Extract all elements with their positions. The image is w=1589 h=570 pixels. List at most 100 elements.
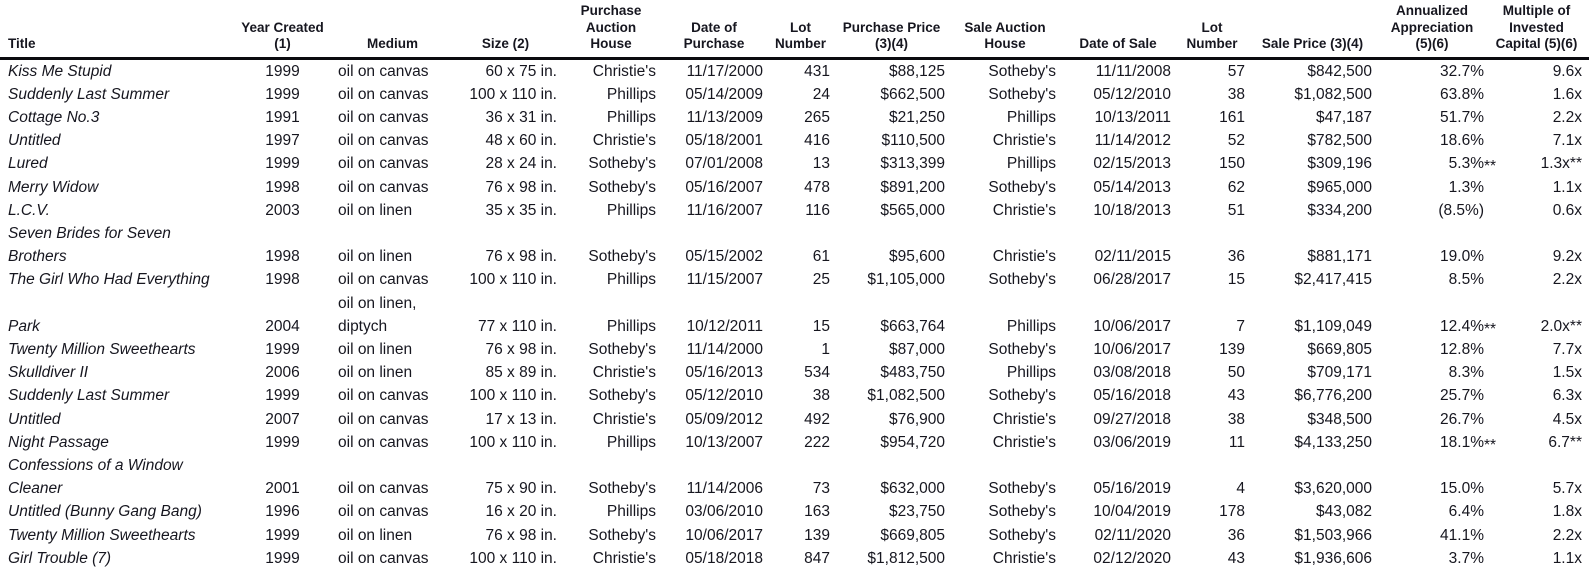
cell-purchase-lot: 1 — [821, 340, 830, 358]
cell-size: 100 x 110 in. — [469, 433, 557, 451]
cell-purchase-lot: 534 — [804, 364, 830, 382]
cell-year: 2003 — [265, 201, 300, 219]
cell-sale-lot: 139 — [1219, 340, 1245, 358]
cell-purchase-lot: 431 — [804, 62, 830, 80]
cell-size: 85 x 89 in. — [485, 364, 557, 382]
cell-purchase-date: 11/16/2007 — [686, 201, 763, 219]
cell-size: 28 x 24 in. — [485, 155, 557, 173]
cell-sale-house: Christie's — [992, 201, 1056, 219]
table-row: Night Passage 1999 oil on canvas 100 x 110 … — [0, 431, 1589, 454]
cell-multiple: 5.7x — [1552, 480, 1582, 498]
cell-title: Suddenly Last Summer — [8, 387, 170, 405]
cell-purchase-house: Phillips — [606, 201, 656, 219]
cell-medium: oil on canvas — [338, 387, 429, 405]
cell-purchase-date: 05/18/2018 — [685, 549, 763, 567]
cell-sale-lot: 38 — [1227, 85, 1245, 103]
cell-sale-house: Phillips — [1006, 108, 1056, 126]
cell-sale-date: 03/06/2019 — [1093, 433, 1171, 451]
cell-purchase-house: Christie's — [592, 549, 656, 567]
cell-sale-date: 05/14/2013 — [1093, 178, 1171, 196]
cell-purchase-date: 05/18/2001 — [685, 132, 763, 150]
cell-sale-price: $348,500 — [1307, 410, 1372, 428]
cell-purchase-date: 07/01/2008 — [685, 155, 763, 173]
cell-sale-lot: 62 — [1227, 178, 1245, 196]
cell-sale-price: $842,500 — [1307, 62, 1372, 80]
cell-purchase-date: 05/16/2007 — [685, 178, 763, 196]
cell-purchase-date: 11/14/2000 — [686, 340, 763, 358]
cell-size: 100 x 110 in. — [469, 85, 557, 103]
cell-appreciation: 12.4% ** — [1376, 292, 1496, 338]
cell-sale-lot: 38 — [1227, 410, 1245, 428]
cell-year: 1999 — [265, 340, 300, 358]
cell-purchase-price: $954,720 — [880, 433, 945, 451]
cell-size: 100 x 110 in. — [469, 549, 557, 567]
cell-purchase-price: $21,250 — [888, 108, 945, 126]
cell-medium: oil on canvas — [338, 433, 429, 451]
cell-year: 1999 — [265, 85, 300, 103]
cell-sale-house: Sotheby's — [988, 178, 1056, 196]
table-row: Lured 1999 oil on canvas 28 x 24 in. Sotheby… — [0, 152, 1589, 175]
cell-title: Merry Widow — [8, 178, 99, 196]
table-row: Suddenly Last Summer 1999 oil on canvas 100… — [0, 83, 1589, 106]
table-row: The Girl Who Had Everything 1998 oil on ca… — [0, 268, 1589, 291]
cell-size: 76 x 98 in. — [485, 340, 557, 358]
cell-year: 1999 — [265, 549, 300, 567]
cell-medium: oil on canvas — [338, 549, 429, 567]
cell-title: Park — [8, 317, 40, 335]
cell-year: 1999 — [265, 62, 300, 80]
cell-purchase-date: 10/06/2017 — [685, 526, 763, 544]
cell-medium: oil on canvas — [338, 410, 429, 428]
cell-size: 16 x 20 in. — [485, 503, 557, 521]
cell-purchase-house: Sotheby's — [588, 340, 656, 358]
col-header-sale-price: Sale Price (3)(4) — [1249, 0, 1376, 60]
cell-purchase-lot: 25 — [812, 271, 830, 289]
cell-sale-house: Phillips — [1006, 155, 1056, 173]
cell-medium: oil on canvas — [338, 155, 429, 173]
col-header-date-of-purchase: Date of Purchase — [661, 0, 767, 60]
cell-purchase-price: $88,125 — [888, 62, 945, 80]
cell-multiple: 2.0x** — [1540, 317, 1582, 335]
cell-sale-date: 05/16/2019 — [1093, 480, 1171, 498]
cell-sale-date: 11/11/2008 — [1095, 62, 1171, 80]
cell-sale-house: Sotheby's — [988, 526, 1056, 544]
cell-sale-house: Christie's — [992, 132, 1056, 150]
cell-sale-lot: 7 — [1236, 317, 1245, 335]
cell-purchase-house: Phillips — [606, 503, 656, 521]
cell-purchase-house: Phillips — [606, 433, 656, 451]
cell-purchase-house: Sotheby's — [588, 526, 656, 544]
cell-purchase-lot: 38 — [812, 387, 830, 405]
cell-medium: oil on canvas — [338, 503, 429, 521]
cell-purchase-price: $1,812,500 — [867, 549, 945, 567]
cell-sale-house: Christie's — [992, 248, 1056, 266]
cell-sale-house: Sotheby's — [988, 503, 1056, 521]
cell-sale-price: $4,133,250 — [1294, 433, 1372, 451]
cell-purchase-lot: 265 — [804, 108, 830, 126]
cell-purchase-house: Sotheby's — [588, 387, 656, 405]
cell-purchase-date: 05/09/2012 — [685, 410, 763, 428]
col-header-size: Size (2) — [450, 0, 561, 60]
col-header-purchase-lot-number: Lot Number — [767, 0, 834, 60]
cell-multiple: 2.2x — [1552, 526, 1582, 544]
cell-size: 75 x 90 in. — [485, 480, 557, 498]
cell-purchase-house: Christie's — [592, 62, 656, 80]
cell-year: 1998 — [265, 178, 300, 196]
cell-title: Untitled — [8, 132, 61, 150]
cell-multiple: 1.6x — [1552, 85, 1582, 103]
cell-sale-price: $1,109,049 — [1294, 317, 1372, 335]
cell-sale-lot: 51 — [1227, 201, 1245, 219]
cell-purchase-lot: 15 — [812, 317, 830, 335]
cell-medium: oil on canvas — [338, 132, 429, 150]
table-row: Untitled 2007 oil on canvas 17 x 13 in. Chri… — [0, 408, 1589, 431]
cell-purchase-price: $23,750 — [888, 503, 945, 521]
table-row: Untitled (Bunny Gang Bang) 1996 oil on can… — [0, 500, 1589, 523]
cell-size: 48 x 60 in. — [485, 132, 557, 150]
cell-year: 2006 — [265, 364, 300, 382]
cell-purchase-price: $1,082,500 — [867, 387, 945, 405]
cell-sale-price: $782,500 — [1307, 132, 1372, 150]
footnote-asterisks: ** — [1484, 436, 1497, 454]
cell-appreciation: 19.0% — [1440, 248, 1484, 266]
cell-size: 36 x 31 in. — [485, 108, 557, 126]
cell-multiple: 6.7** — [1548, 433, 1582, 451]
cell-year: 1998 — [265, 271, 300, 289]
